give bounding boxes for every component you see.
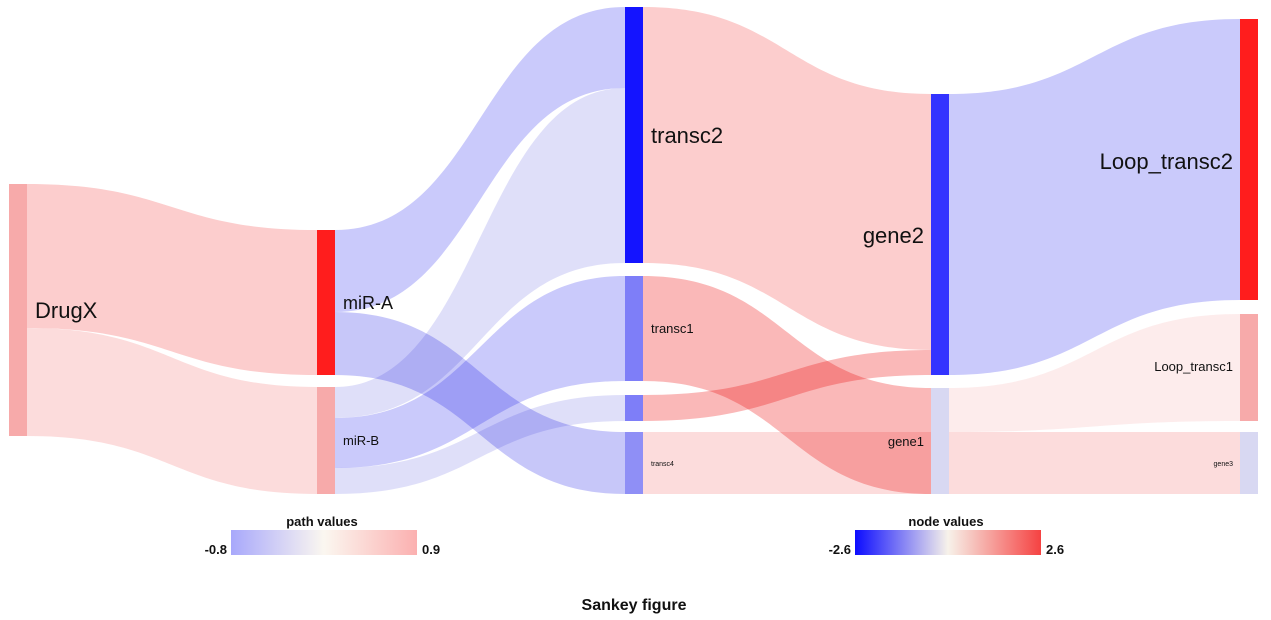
- sankey-links: [27, 7, 1240, 494]
- legend-path-values: path values -0.8 0.9: [205, 514, 440, 557]
- label-gene1: gene1: [888, 434, 924, 449]
- label-drugx: DrugX: [35, 298, 98, 323]
- label-mirb: miR-B: [343, 433, 379, 448]
- link-mirb-transc2[interactable]: [335, 88, 625, 418]
- legend-node-title: node values: [908, 514, 983, 529]
- node-transc3[interactable]: [625, 395, 643, 421]
- label-gene3: gene3: [1214, 461, 1234, 468]
- label-mira: miR-A: [343, 293, 393, 313]
- node-mira[interactable]: [317, 230, 335, 375]
- legend-path-title: path values: [286, 514, 358, 529]
- label-transc2: transc2: [651, 123, 723, 148]
- link-transc2-gene2[interactable]: [643, 7, 931, 350]
- label-gene2: gene2: [863, 223, 924, 248]
- label-looptransc2: Loop_transc2: [1100, 149, 1233, 174]
- link-gene1-looptransc1[interactable]: [949, 314, 1240, 432]
- label-looptransc1: Loop_transc1: [1154, 359, 1233, 374]
- node-gene2[interactable]: [931, 94, 949, 375]
- link-mira-transc2[interactable]: [335, 7, 625, 312]
- legend-node-values: node values -2.6 2.6: [829, 514, 1064, 557]
- node-mirb[interactable]: [317, 387, 335, 494]
- legend-node-max: 2.6: [1046, 542, 1064, 557]
- node-drugx[interactable]: [9, 184, 27, 436]
- node-looptransc1[interactable]: [1240, 314, 1258, 421]
- link-mirb-transc1[interactable]: [335, 276, 625, 468]
- link-mirb-transc3[interactable]: [335, 395, 625, 494]
- link-drugx-mira[interactable]: [27, 184, 317, 375]
- link-gene1-gene3[interactable]: [949, 432, 1240, 494]
- link-drugx-mirb[interactable]: [27, 328, 317, 494]
- link-gene2-looptransc2[interactable]: [949, 19, 1240, 375]
- label-transc4: transc4: [651, 461, 674, 468]
- label-transc1: transc1: [651, 321, 694, 336]
- legend-node-gradient: [855, 530, 1041, 555]
- legend-path-min: -0.8: [205, 542, 227, 557]
- node-gene1[interactable]: [931, 388, 949, 494]
- link-transc4-gene1[interactable]: [643, 432, 931, 494]
- legend-path-max: 0.9: [422, 542, 440, 557]
- legend-path-gradient: [231, 530, 417, 555]
- node-transc4[interactable]: [625, 432, 643, 494]
- figure-caption: Sankey figure: [582, 597, 687, 614]
- node-gene3[interactable]: [1240, 432, 1258, 494]
- sankey-nodes: [9, 7, 1258, 494]
- legend-node-min: -2.6: [829, 542, 851, 557]
- node-looptransc2[interactable]: [1240, 19, 1258, 300]
- node-transc1[interactable]: [625, 276, 643, 381]
- link-transc3-gene2[interactable]: [643, 350, 931, 421]
- node-transc2[interactable]: [625, 7, 643, 263]
